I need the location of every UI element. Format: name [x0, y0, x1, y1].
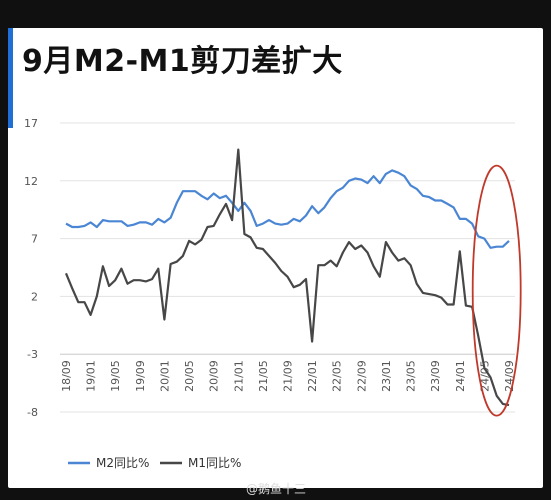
x-tick-label: 19/09 — [134, 360, 147, 392]
x-tick-label: 24/01 — [454, 360, 467, 392]
title-accent-bar — [8, 28, 13, 128]
highlight-ellipse — [471, 164, 522, 417]
x-tick-label: 23/05 — [405, 360, 418, 392]
x-tick-label: 18/09 — [60, 360, 73, 392]
x-tick-label: 22/09 — [355, 360, 368, 392]
x-tick-label: 23/09 — [429, 360, 442, 392]
legend-label-m1: M1同比% — [188, 456, 241, 470]
series-line-m1 — [64, 148, 510, 407]
y-tick-label: -8 — [27, 406, 38, 419]
x-tick-label: 20/01 — [158, 360, 171, 392]
x-axis-ticks: 18/09 19/01 19/05 19/09 20/01 20/05 20/09 21/01… — [60, 360, 516, 392]
x-tick-label: 21/09 — [282, 360, 295, 392]
x-tick-label: 22/05 — [331, 360, 344, 392]
legend-label-m2: M2同比% — [96, 456, 149, 470]
x-tick-label: 23/01 — [380, 360, 393, 392]
chart-card — [8, 28, 543, 488]
annotation-layer — [471, 164, 522, 417]
x-tick-label: 21/01 — [232, 360, 245, 392]
y-axis-ticks: 17 12 7 2 -3 -8 — [24, 117, 38, 419]
y-tick-label: 17 — [24, 117, 38, 130]
x-tick-label: 20/09 — [208, 360, 221, 392]
x-tick-label: 22/01 — [306, 360, 319, 392]
legend: M2同比% M1同比% — [68, 456, 241, 470]
x-tick-label: 19/01 — [85, 360, 98, 392]
watermark-text: @鹅鱼十三 — [246, 482, 307, 496]
y-tick-label: 2 — [31, 290, 38, 303]
x-tick-label: 20/05 — [183, 360, 196, 392]
y-tick-label: -3 — [27, 348, 38, 361]
x-tick-label: 19/05 — [109, 360, 122, 392]
series-line-m2 — [65, 169, 510, 249]
y-tick-label: 12 — [24, 175, 38, 188]
page-title: 9月M2-M1剪刀差扩大 — [22, 44, 343, 79]
x-tick-label: 21/05 — [257, 360, 270, 392]
y-tick-label: 7 — [31, 233, 38, 246]
series-layer — [64, 148, 510, 407]
